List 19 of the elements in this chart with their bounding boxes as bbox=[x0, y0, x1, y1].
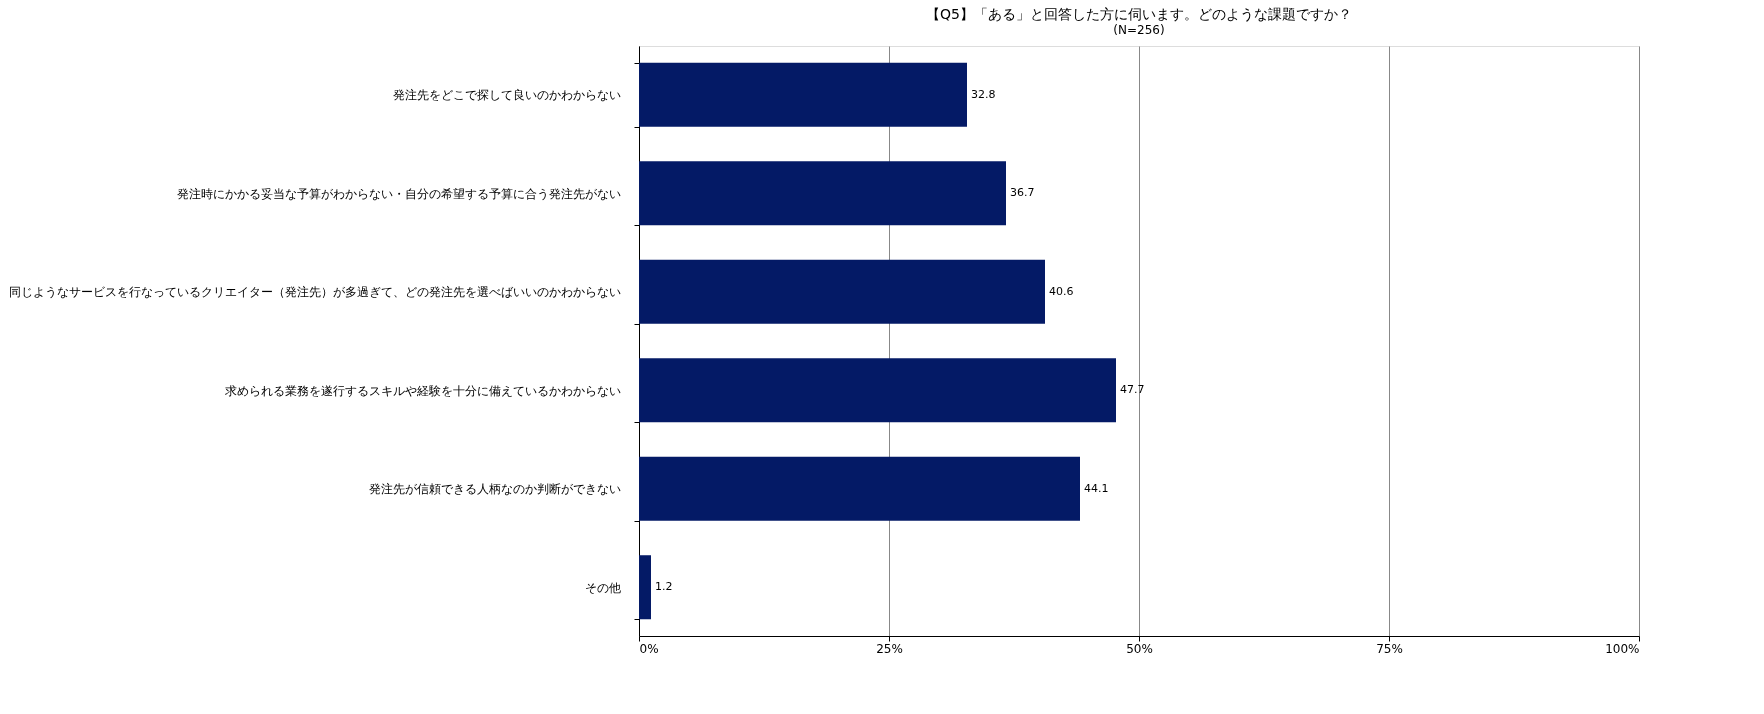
data-label: 47.7 bbox=[1120, 383, 1145, 397]
data-label: 36.7 bbox=[1010, 186, 1035, 200]
y-tick-label: 同じようなサービスを行なっているクリエイター（発注先）が多過ぎて、どの発注先を選べばいいのかわからない bbox=[8, 285, 621, 300]
x-tick-label: 100% bbox=[1605, 641, 1640, 656]
y-tick-label: 求められる業務を遂行するスキルや経験を十分に備えているかわからない bbox=[224, 383, 621, 398]
x-tick-label: 75% bbox=[1376, 641, 1403, 656]
chart-subtitle: (N=256) bbox=[1113, 23, 1165, 37]
x-tick-label: 25% bbox=[876, 641, 903, 656]
y-tick-label: その他 bbox=[584, 580, 621, 595]
data-label: 32.8 bbox=[971, 87, 996, 101]
y-tick-label: 発注先をどこで探して良いのかわからない bbox=[392, 88, 621, 103]
data-label: 1.2 bbox=[655, 580, 673, 594]
chart-title: 【Q5】「ある」と回答した方に伺います。どのような課題ですか？ bbox=[926, 6, 1352, 22]
data-label: 44.1 bbox=[1084, 481, 1109, 495]
x-tick-label: 0% bbox=[639, 641, 659, 656]
y-tick-label: 発注先が信頼できる人柄なのか判断ができない bbox=[368, 482, 621, 497]
y-tick-label: 発注時にかかる妥当な予算がわからない・自分の希望する予算に合う発注先がない bbox=[176, 186, 621, 201]
data-label: 40.6 bbox=[1049, 284, 1074, 298]
x-tick-label: 50% bbox=[1126, 641, 1153, 656]
